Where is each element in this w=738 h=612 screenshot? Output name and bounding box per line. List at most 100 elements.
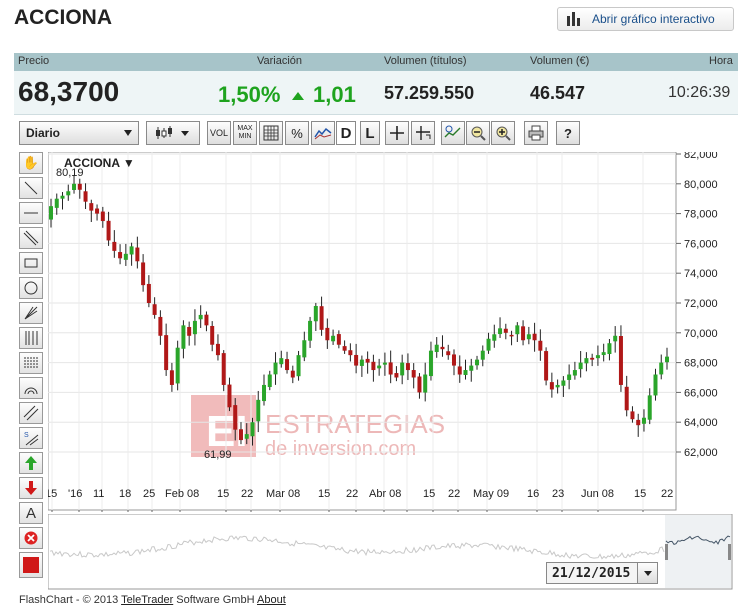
candle-up <box>653 374 658 396</box>
candle-down <box>319 306 324 330</box>
zoom-fit-button[interactable] <box>441 121 465 145</box>
fan-tool-button[interactable] <box>19 302 43 324</box>
candle-down <box>630 411 635 420</box>
color-picker-button[interactable] <box>19 552 43 578</box>
teletrader-link[interactable]: TeleTrader <box>121 594 174 606</box>
open-interactive-chart-button[interactable]: Abrir gráfico interactivo <box>557 7 734 31</box>
x-tick-label: 16 <box>527 488 539 500</box>
y-tick-label: 62,000 <box>684 447 718 459</box>
x-tick-label: '16 <box>68 488 82 500</box>
footer-company: Software GmbH <box>173 594 257 606</box>
grid-button[interactable] <box>259 121 283 145</box>
candle-up <box>555 384 560 388</box>
x-tick-label: 15 <box>318 488 330 500</box>
candle-up <box>647 395 652 420</box>
candle-up <box>641 417 646 424</box>
y-tick-label: 72,000 <box>684 298 718 310</box>
volume-button[interactable]: VOL <box>207 121 231 145</box>
delete-drawings-button[interactable] <box>19 527 43 549</box>
horizontal-line-tool-button[interactable] <box>19 202 43 224</box>
candle-down <box>446 351 451 356</box>
rectangle-tool-button[interactable] <box>19 252 43 274</box>
fibonacci-time-tool-button[interactable] <box>19 327 43 349</box>
speed-lines-tool-button[interactable]: S <box>19 427 43 449</box>
candle-down <box>549 382 554 390</box>
help-button[interactable]: ? <box>556 121 580 145</box>
navigator-selection[interactable] <box>665 515 731 588</box>
candle-up <box>72 183 77 190</box>
navigator-overview[interactable] <box>48 514 733 590</box>
hand-tool-button[interactable]: ✋ <box>19 152 43 174</box>
up-arrow-icon <box>292 92 304 100</box>
crosshair-button[interactable] <box>385 121 409 145</box>
horizontal-lines-icon <box>24 357 38 368</box>
instrument-label[interactable]: ACCIONA ▼ <box>64 156 135 170</box>
candle-down <box>636 419 641 426</box>
compare-button[interactable] <box>311 121 335 145</box>
candle-up <box>313 305 318 322</box>
navigator-left-handle[interactable] <box>665 544 668 560</box>
zoom-in-button[interactable] <box>491 121 515 145</box>
candle-up <box>331 335 336 342</box>
chevron-down-icon[interactable] <box>637 563 657 583</box>
candle-down <box>590 357 595 360</box>
chart-type-select[interactable] <box>146 121 200 145</box>
buy-signal-tool-button[interactable] <box>19 452 43 474</box>
candle-up <box>181 325 186 349</box>
candle-down <box>164 335 169 371</box>
x-tick-label: Mar 08 <box>266 488 300 500</box>
trendline-tool-button[interactable] <box>19 177 43 199</box>
candle-down <box>538 340 543 351</box>
date-selector[interactable]: 21/12/2015 <box>546 562 658 584</box>
text-tool-button[interactable]: A <box>19 502 43 524</box>
y-tick-label: 82,000 <box>684 152 718 161</box>
fan-icon <box>24 306 38 320</box>
x-tick-label: 23 <box>552 488 564 500</box>
print-button[interactable] <box>524 121 548 145</box>
crosshair-value-button[interactable] <box>411 121 435 145</box>
candle-down <box>509 334 514 337</box>
candle-up <box>601 352 606 356</box>
sell-signal-tool-button[interactable] <box>19 477 43 499</box>
candle-down <box>227 384 232 408</box>
candle-up <box>279 358 284 365</box>
time-header: Hora <box>709 55 733 67</box>
candle-down <box>503 328 508 333</box>
zoom-out-button[interactable] <box>466 121 490 145</box>
candle-down <box>112 241 117 251</box>
candle-down <box>77 183 82 190</box>
grid-icon <box>263 125 279 141</box>
period-select[interactable]: Diario <box>19 121 139 145</box>
horizontal-line-icon <box>24 212 38 214</box>
fibonacci-retracement-tool-button[interactable] <box>19 352 43 374</box>
about-link[interactable]: About <box>257 594 286 606</box>
parallel-lines-icon <box>23 405 39 421</box>
candle-down <box>325 327 330 341</box>
color-swatch <box>23 557 39 573</box>
percent-button[interactable]: % <box>285 121 309 145</box>
y-tick-label: 64,000 <box>684 417 718 429</box>
x-tick-label: 25 <box>143 488 155 500</box>
arc-tool-button[interactable] <box>19 377 43 399</box>
candle-down <box>348 350 353 356</box>
candlestick-icon <box>566 12 582 26</box>
candle-down <box>152 304 157 315</box>
candle-up <box>359 359 364 366</box>
arc-icon <box>24 387 38 395</box>
candle-up <box>659 362 664 375</box>
candle-up <box>595 355 600 359</box>
parallel-lines-tool-button[interactable] <box>19 402 43 424</box>
candle-down <box>204 314 209 326</box>
volume-titles-header: Volumen (títulos) <box>384 55 467 67</box>
ellipse-tool-button[interactable] <box>19 277 43 299</box>
green-up-arrow-icon <box>25 456 37 470</box>
printer-icon <box>528 125 544 141</box>
line-button[interactable]: L <box>360 121 380 145</box>
channel-tool-button[interactable] <box>19 227 43 249</box>
navigator-right-handle[interactable] <box>728 544 731 560</box>
candle-up <box>192 320 197 335</box>
price-chart[interactable]: EI ESTRATEGIAS de inversion.com 82,000 80… <box>48 152 738 512</box>
daily-button[interactable]: D <box>336 121 356 145</box>
candle-down <box>544 351 549 381</box>
max-min-button[interactable]: MAX MIN <box>233 121 257 145</box>
